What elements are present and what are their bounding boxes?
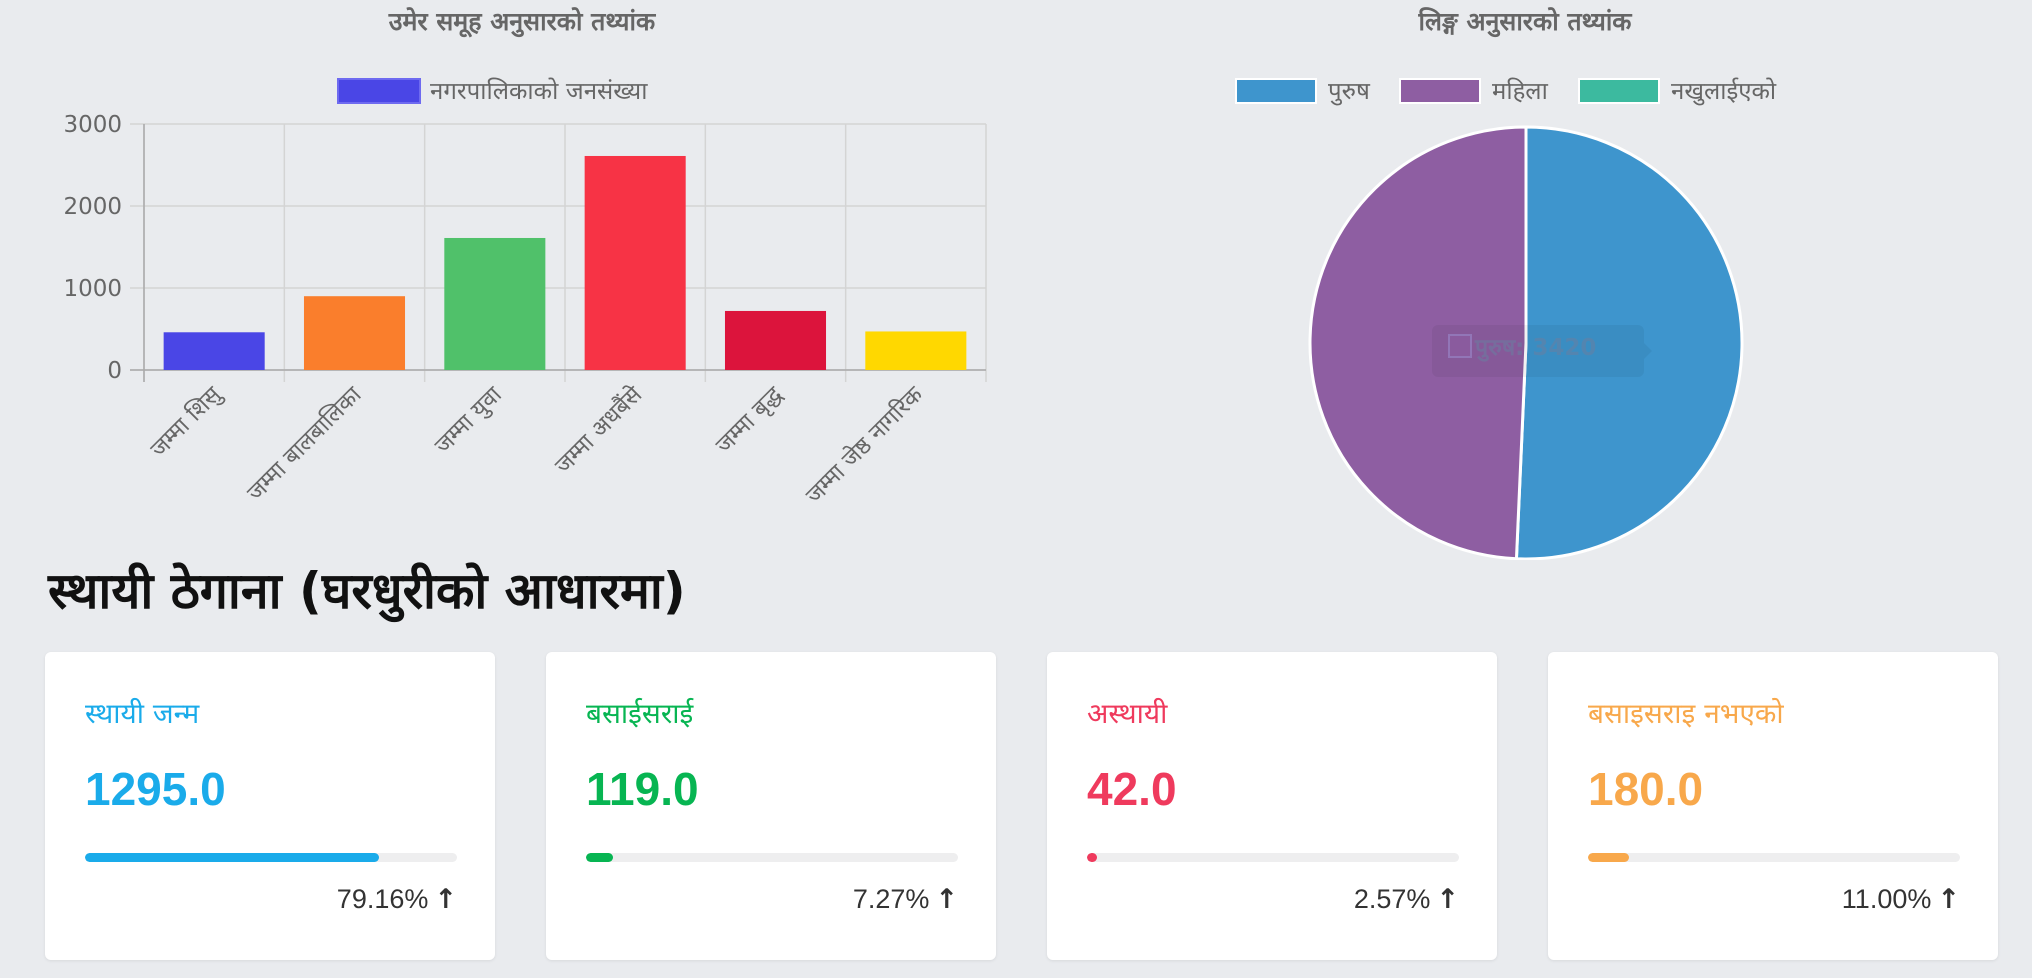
pie-tooltip: पुरुष: 3420	[1432, 325, 1652, 377]
card-value: 42.0	[1087, 763, 1177, 815]
card-label: बसाईसराई	[586, 697, 694, 730]
progress-track	[1588, 853, 1960, 862]
gender-pie-chart: पुरुष महिला नखुलाईएको पुरुष: 3420	[1235, 77, 1777, 560]
bar	[584, 155, 686, 370]
bar	[724, 310, 827, 370]
x-tick-label: जम्मा शिसु	[145, 380, 228, 463]
pie-slice	[1514, 125, 1744, 560]
legend-label: पुरुष	[1328, 77, 1371, 106]
progress-fill	[586, 853, 614, 862]
bar	[865, 331, 967, 370]
progress-track	[85, 853, 457, 862]
x-tick-label: जम्मा बालबालिका	[242, 380, 368, 506]
arrow-up-icon: ↑	[434, 884, 457, 915]
bar	[303, 296, 406, 370]
legend-label: नखुलाईएको	[1671, 77, 1777, 106]
arrow-up-icon: ↑	[935, 884, 958, 915]
card-label: स्थायी जन्म	[85, 697, 200, 730]
progress-track	[1087, 853, 1459, 862]
percent-text: 7.27%	[852, 884, 930, 914]
y-tick-label: 1000	[63, 276, 122, 302]
card-value: 119.0	[586, 763, 699, 815]
section-heading: स्थायी ठेगाना (घरधुरीको आधारमा)	[48, 562, 686, 620]
y-tick-label: 3000	[63, 112, 122, 138]
x-tick-label: जम्मा जेष्ठ नागरिक	[800, 380, 929, 509]
bar	[444, 237, 546, 370]
legend-label: नगरपालिकाको जनसंख्या	[430, 77, 648, 105]
arrow-up-icon: ↑	[1937, 884, 1960, 915]
stat-card-permanent-birth: स्थायी जन्म 1295.0 79.16% ↑	[45, 652, 495, 960]
bar	[163, 332, 265, 370]
x-tick-label: जम्मा युवा	[430, 381, 509, 460]
bar-chart-title: उमेर समूह अनुसारको तथ्यांक	[388, 7, 656, 36]
card-value: 180.0	[1588, 763, 1704, 815]
card-percent: 79.16% ↑	[337, 884, 457, 915]
legend-swatch	[1578, 78, 1660, 104]
pie-slice	[1308, 125, 1528, 560]
stat-card-temporary: अस्थायी 42.0 2.57% ↑	[1047, 652, 1497, 960]
legend-swatch	[1399, 78, 1481, 104]
percent-text: 11.00%	[1841, 884, 1932, 914]
x-tick-label: जम्मा बृद्ध	[711, 381, 789, 459]
card-percent: 2.57% ↑	[1354, 884, 1459, 915]
percent-text: 79.16%	[336, 884, 429, 914]
tooltip-swatch	[1448, 334, 1472, 358]
arrow-up-icon: ↑	[1436, 884, 1459, 915]
legend-swatch	[337, 78, 421, 104]
pie-legend: पुरुष महिला नखुलाईएको	[1235, 77, 1777, 106]
tooltip-text: पुरुष: 3420	[1474, 335, 1596, 362]
card-value: 1295.0	[85, 763, 226, 815]
card-label: बसाइसराइ नभएको	[1588, 697, 1784, 730]
stat-card-migration: बसाईसराई 119.0 7.27% ↑	[546, 652, 996, 960]
card-label: अस्थायी	[1087, 697, 1168, 730]
card-percent: 7.27% ↑	[853, 884, 958, 915]
progress-fill	[1588, 853, 1629, 862]
percent-text: 2.57%	[1353, 884, 1431, 914]
stat-card-no-migration: बसाइसराइ नभएको 180.0 11.00% ↑	[1548, 652, 1998, 960]
progress-track	[586, 853, 958, 862]
tooltip-box	[1432, 325, 1652, 377]
pie-chart-title: लिङ्ग अनुसारको तथ्यांक	[1418, 7, 1632, 36]
bar-legend: नगरपालिकाको जनसंख्या	[337, 77, 648, 105]
progress-fill	[85, 853, 380, 862]
legend-label: महिला	[1492, 77, 1549, 105]
card-percent: 11.00% ↑	[1842, 884, 1960, 915]
y-tick-label: 0	[107, 358, 122, 384]
age-group-bar-chart: नगरपालिकाको जनसंख्या 0 1000 2000 3000 जम्मा श…	[63, 77, 987, 509]
y-tick-label: 2000	[63, 194, 122, 220]
x-tick-label: जम्मा अधबैंसे	[550, 381, 648, 479]
progress-fill	[1087, 853, 1097, 862]
legend-swatch	[1235, 78, 1317, 104]
